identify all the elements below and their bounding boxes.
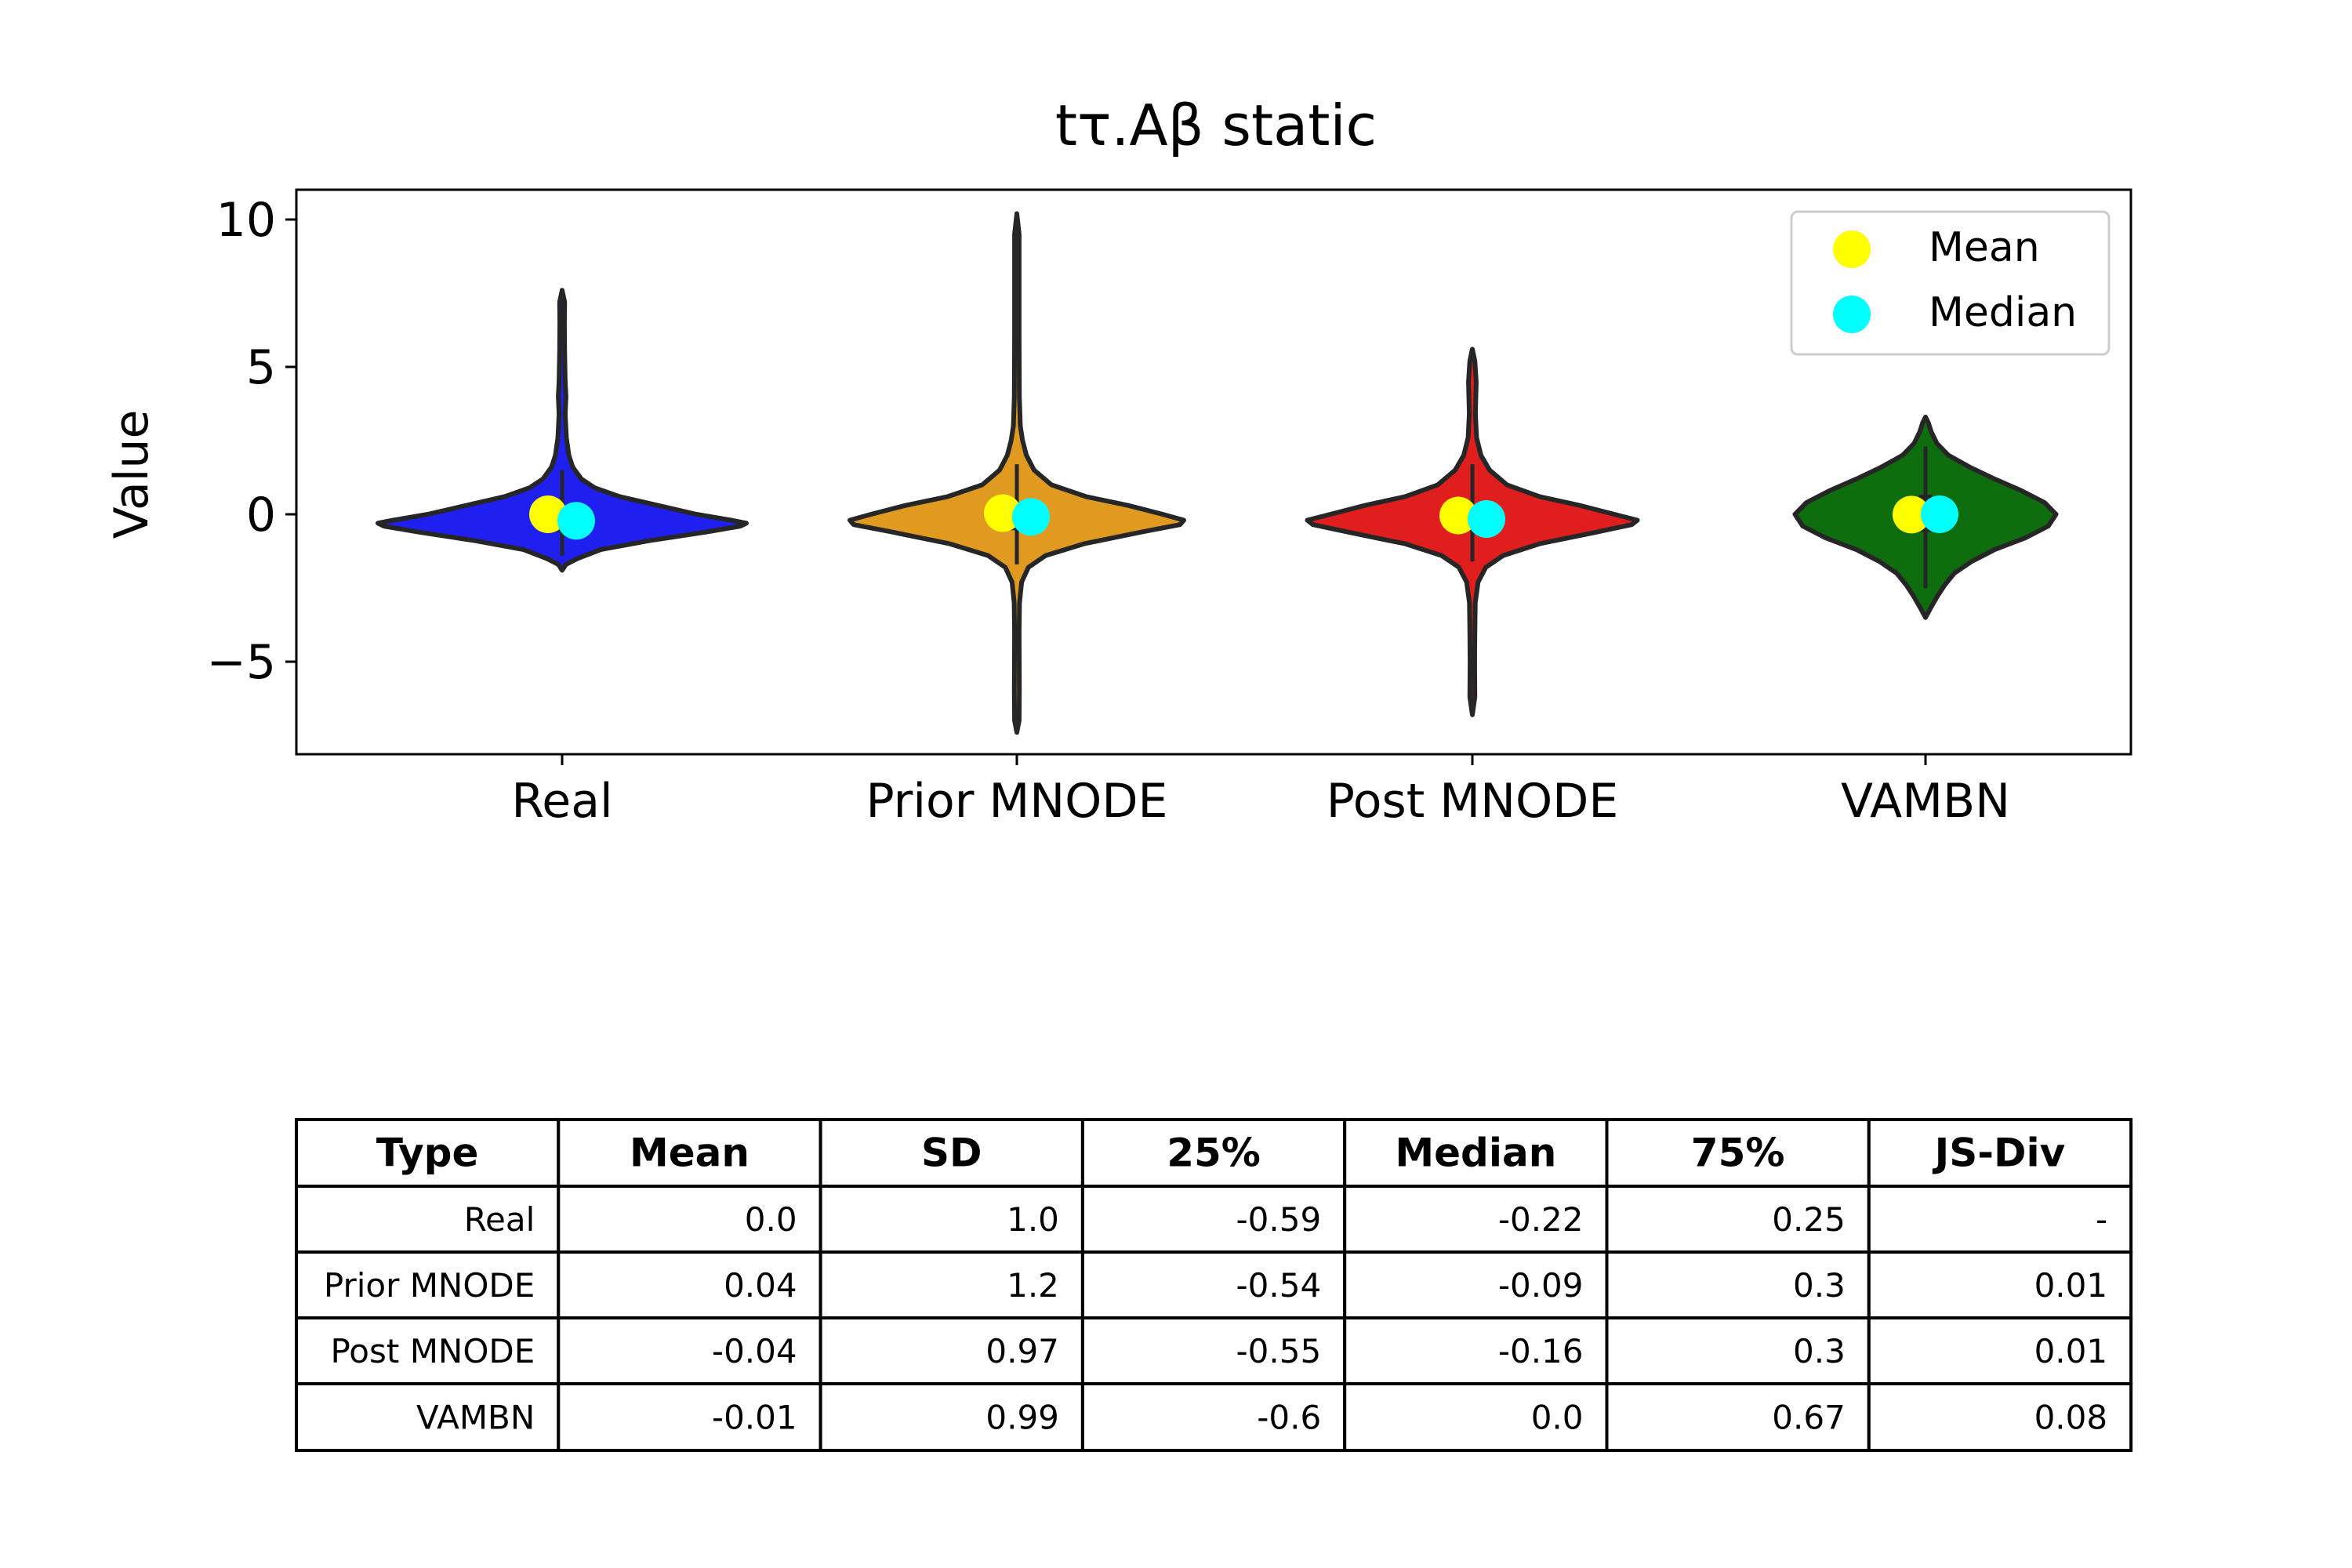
table-cell-border-2-5 — [1605, 1250, 1871, 1319]
table-cell-border-1-6 — [1867, 1185, 2133, 1254]
table-cell-border-0-2 — [818, 1118, 1084, 1188]
y-tick-label-0: 10 — [216, 193, 276, 248]
table-header-3: 25% — [1167, 1131, 1261, 1176]
legend-mean-marker — [1833, 230, 1871, 268]
legend-frame — [1790, 210, 2111, 356]
chart-title: tτ.Aβ static — [1055, 93, 1377, 158]
table-header-4: Median — [1395, 1131, 1556, 1176]
x-tick-label-3: VAMBN — [1841, 774, 2010, 829]
table-cell-4-4: 0.0 — [1531, 1399, 1584, 1437]
y-axis-label: Value — [104, 410, 159, 539]
median-marker-1 — [1012, 498, 1050, 536]
table-cell-2-4: -0.09 — [1498, 1266, 1584, 1305]
table-cell-1-6: - — [2096, 1200, 2107, 1239]
table-cell-1-5: 0.25 — [1772, 1200, 1846, 1239]
x-tick-label-1: Prior MNODE — [866, 774, 1168, 829]
violin-0 — [376, 288, 749, 573]
y-axis: 10 5 0 −5 — [207, 193, 296, 690]
table-cell-border-4-5 — [1605, 1382, 1871, 1452]
table-cell-4-6: 0.08 — [2034, 1399, 2108, 1437]
table-cell-border-1-3 — [1080, 1185, 1347, 1254]
table-cell-4-3: -0.6 — [1257, 1399, 1321, 1437]
table-header-1: Mean — [630, 1131, 750, 1176]
table-header-2: SD — [921, 1131, 982, 1176]
table-cell-border-0-0 — [295, 1118, 561, 1188]
table-cell-border-2-1 — [557, 1250, 822, 1319]
y-tick-label-3: −5 — [207, 635, 276, 690]
table-cell-4-0: VAMBN — [416, 1399, 535, 1437]
table-cell-border-1-1 — [557, 1185, 822, 1254]
y-tick-label-2: 0 — [246, 488, 276, 543]
table-cell-border-4-0 — [295, 1382, 561, 1452]
mean-marker-2 — [1439, 496, 1477, 535]
table-cell-4-1: -0.01 — [712, 1399, 797, 1437]
table-header-0: Type — [376, 1131, 478, 1176]
table-cell-border-2-6 — [1867, 1250, 2133, 1319]
x-axis: Real Prior MNODE Post MNODE VAMBN — [511, 754, 2010, 829]
table-cell-1-2: 1.0 — [1007, 1200, 1059, 1239]
table-cell-2-6: 0.01 — [2034, 1266, 2108, 1305]
table-cell-border-3-3 — [1080, 1316, 1347, 1385]
table-cell-border-0-6 — [1867, 1118, 2133, 1188]
table-cell-border-1-4 — [1343, 1185, 1609, 1254]
mean-marker-0 — [529, 495, 567, 533]
table-cell-border-0-4 — [1343, 1118, 1609, 1188]
table-header-5: 75% — [1691, 1131, 1785, 1176]
plot-frame — [295, 188, 2132, 756]
markers-layer — [529, 494, 1958, 540]
table-cell-3-1: -0.04 — [712, 1332, 797, 1370]
x-tick-label-0: Real — [511, 774, 612, 829]
table-cell-2-3: -0.54 — [1236, 1266, 1322, 1305]
table-cell-border-4-6 — [1867, 1382, 2133, 1452]
table-cell-3-0: Post MNODE — [330, 1332, 535, 1370]
table-cell-4-2: 0.99 — [985, 1399, 1059, 1437]
legend-median-label: Median — [1929, 289, 2077, 336]
mean-marker-1 — [984, 494, 1022, 532]
legend-mean-label: Mean — [1929, 224, 2040, 271]
table-cell-2-0: Prior MNODE — [324, 1266, 535, 1305]
table-cell-border-1-2 — [818, 1185, 1084, 1254]
table-cell-border-2-4 — [1343, 1250, 1609, 1319]
table-cell-2-2: 1.2 — [1007, 1266, 1059, 1305]
table-cell-3-6: 0.01 — [2034, 1332, 2108, 1370]
table-cell-border-3-6 — [1867, 1316, 2133, 1385]
table-cell-1-1: 0.0 — [745, 1200, 797, 1239]
legend-median-marker — [1833, 296, 1871, 333]
y-tick-label-1: 5 — [246, 340, 276, 395]
legend: Mean Median — [1790, 210, 2111, 356]
table-cell-border-4-2 — [818, 1382, 1084, 1452]
mean-marker-3 — [1893, 495, 1930, 534]
median-marker-2 — [1468, 500, 1505, 539]
table-cell-3-2: 0.97 — [985, 1332, 1059, 1370]
table-cell-1-3: -0.59 — [1236, 1200, 1322, 1239]
table-cell-border-3-5 — [1605, 1316, 1871, 1385]
table-header-6: JS-Div — [1933, 1131, 2066, 1176]
table-cell-3-4: -0.16 — [1498, 1332, 1584, 1370]
table-cell-border-2-2 — [818, 1250, 1084, 1319]
table-cell-2-5: 0.3 — [1793, 1266, 1846, 1305]
table-cell-4-5: 0.67 — [1772, 1399, 1846, 1437]
x-tick-label-2: Post MNODE — [1327, 774, 1619, 829]
table-cell-3-5: 0.3 — [1793, 1332, 1846, 1370]
table-cell-3-3: -0.55 — [1236, 1332, 1322, 1370]
table-cell-border-3-0 — [295, 1316, 561, 1385]
table-cell-1-0: Real — [464, 1200, 535, 1239]
table-cell-1-4: -0.22 — [1498, 1200, 1584, 1239]
median-marker-3 — [1921, 495, 1958, 533]
median-marker-0 — [557, 502, 595, 540]
table-cell-2-1: 0.04 — [724, 1266, 797, 1305]
